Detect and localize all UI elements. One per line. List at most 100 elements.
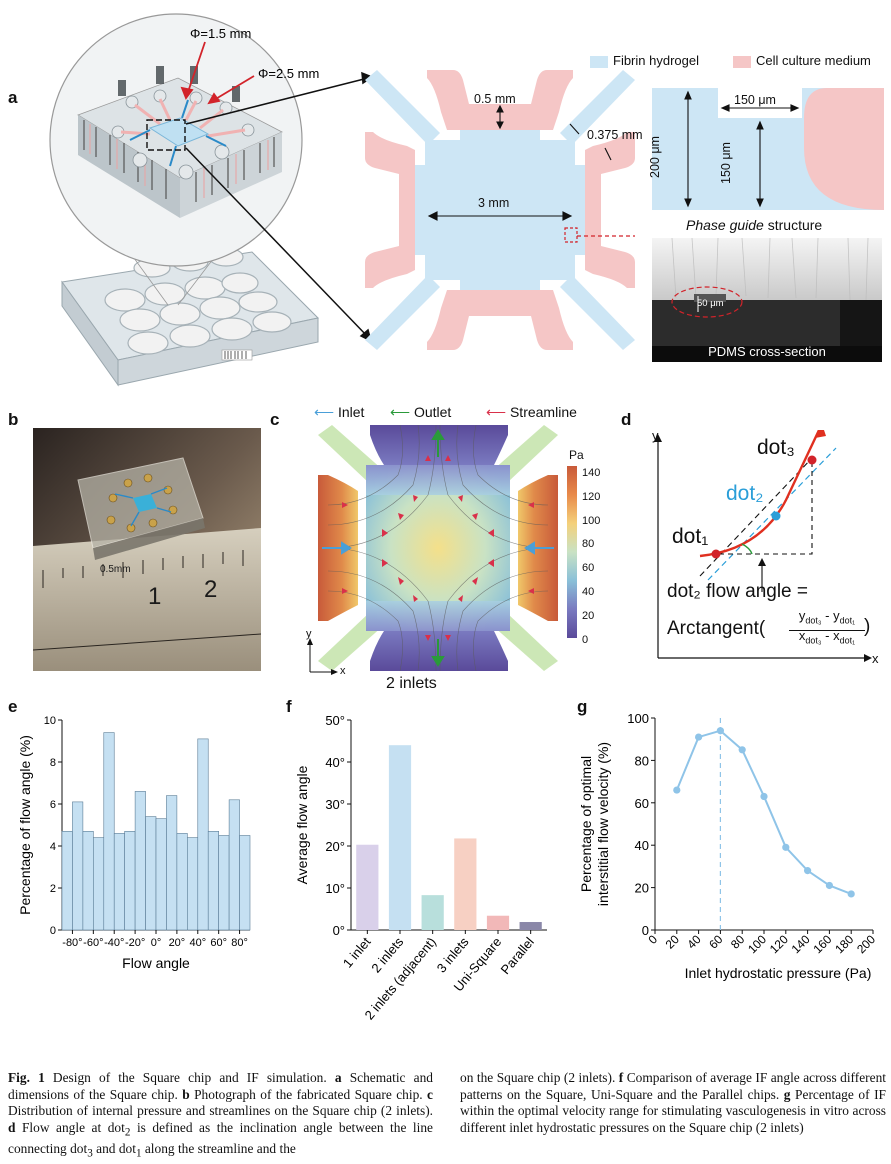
dim-200um: 200 μm [648, 136, 662, 178]
formula-close-paren: ) [864, 616, 871, 637]
e-bar [197, 738, 209, 931]
phase-guide-diagram [652, 88, 884, 210]
g-ytick-label: 20 [635, 881, 649, 896]
e-xtick-label: 40° [189, 937, 206, 949]
streamline-legend: ⟵ Streamline [486, 404, 577, 420]
fibrin-legend-swatch [590, 56, 608, 68]
f-ytick-label: 50° [325, 713, 345, 728]
e-xtick-label: -40° [104, 937, 124, 949]
panel-label-e: e [8, 697, 18, 716]
g-xtick-label: 140 [789, 932, 813, 956]
fibrin-region [365, 70, 635, 350]
dot1-label: dot₁ [672, 525, 709, 548]
phase-guide-caption: Phase guide structure [686, 217, 823, 233]
g-xtick-label: 200 [854, 932, 878, 956]
c-axes-indicator [307, 638, 338, 675]
g-xlabel: Inlet hydrostatic pressure (Pa) [685, 965, 872, 981]
e-bar [82, 831, 94, 931]
e-xtick-label: 0° [151, 937, 162, 949]
g-ylabel-line1: Percentage of optimal [578, 756, 594, 892]
fibrin-legend-label: Fibrin hydrogel [613, 53, 699, 68]
formula-denominator: xdot₃ - xdot₁ [798, 628, 856, 646]
ruler-unit-label: 0.5mm [100, 564, 131, 575]
chip-layout-diagram [365, 70, 635, 350]
g-xtick-label: 60 [706, 932, 726, 952]
e-ytick-label: 2 [50, 883, 56, 895]
f-bar [486, 915, 510, 930]
e-bar [72, 801, 84, 931]
e-xtick-label: 80° [231, 937, 248, 949]
e-bar [124, 831, 136, 931]
ruler-number-1: 1 [148, 583, 162, 610]
sem-cross-section-image [652, 238, 882, 362]
dim-3mm: 3 mm [478, 196, 510, 210]
well-plate-illustration [51, 144, 320, 387]
e-bar [166, 795, 178, 931]
dim-150um-side: 150 μm [719, 142, 733, 184]
f-ytick-label: 30° [325, 797, 345, 812]
arctangent-label: Arctangent( [667, 618, 766, 639]
e-xtick-label: -60° [83, 937, 103, 949]
g-ytick-label: 60 [635, 796, 649, 811]
c-axis-x: x [340, 665, 346, 677]
caption-column-1: Fig. 1 Design of the Square chip and IF … [8, 1070, 434, 1160]
c-subtitle: 2 inlets [386, 675, 437, 692]
g-point [825, 881, 833, 890]
e-bar [187, 837, 199, 931]
dot3-label: dot₃ [757, 436, 795, 459]
phi-large-label: Φ=2.5 mm [258, 66, 319, 81]
chip-photograph [33, 428, 261, 671]
e-ytick-label: 6 [50, 799, 56, 811]
e-bar [228, 799, 240, 931]
medium-legend-swatch [733, 56, 751, 68]
d-axis-x: x [872, 651, 879, 666]
outlet-legend: ⟵ Outlet [390, 404, 452, 420]
f-bar [421, 895, 444, 930]
e-bar [134, 791, 146, 931]
ruler-number-2: 2 [204, 576, 218, 603]
f-ytick-label: 0° [333, 923, 345, 938]
g-point [716, 727, 724, 735]
g-ytick-label: 100 [627, 711, 649, 726]
g-point [738, 746, 746, 754]
dot2-label: dot₂ [726, 482, 764, 505]
e-bar [155, 818, 167, 931]
e-bar [218, 835, 230, 931]
e-ytick-label: 10 [44, 715, 56, 727]
f-bar [388, 745, 412, 930]
g-xtick-label: 20 [663, 932, 683, 952]
g-ytick-label: 40 [635, 838, 649, 853]
f-category-label: Parallel [498, 934, 537, 977]
e-bar [61, 831, 73, 931]
g-xtick-label: 120 [767, 932, 791, 956]
g-point [695, 733, 703, 741]
e-xtick-label: -20° [125, 937, 145, 949]
flow-angle-formula-title: dot₂ flow angle = [667, 581, 808, 602]
d-axis-y: y [652, 428, 659, 443]
caption-column-2: on the Square chip (2 inlets). f Compari… [460, 1070, 887, 1135]
g-point [673, 786, 681, 794]
e-ytick-label: 8 [50, 757, 56, 769]
e-bar [239, 835, 251, 931]
chart-e-histogram: 0 2 4 6 8 10 -80° -60° -40° -20° 0° 20° 40° 60° 80° Flo… [17, 715, 251, 971]
g-xtick-label: 180 [832, 932, 856, 956]
e-bar [176, 833, 188, 931]
f-ytick-label: 10° [325, 881, 345, 896]
f-ytick-label: 40° [325, 755, 345, 770]
g-point [782, 843, 790, 851]
g-xtick-label: 40 [684, 932, 704, 952]
colorbar [567, 466, 577, 638]
f-ylabel: Average flow angle [294, 765, 310, 884]
sem-scale-label: 50 μm [697, 298, 724, 309]
pressure-simulation-map [318, 425, 558, 671]
panel-label-g: g [577, 697, 588, 716]
e-xtick-label: -80° [62, 937, 82, 949]
e-bar [145, 816, 157, 931]
f-bar [519, 922, 542, 930]
e-ylabel: Percentage of flow angle (%) [17, 735, 33, 915]
e-ytick-label: 4 [50, 841, 56, 853]
f-bar [356, 844, 379, 930]
e-xlabel: Flow angle [122, 955, 190, 971]
